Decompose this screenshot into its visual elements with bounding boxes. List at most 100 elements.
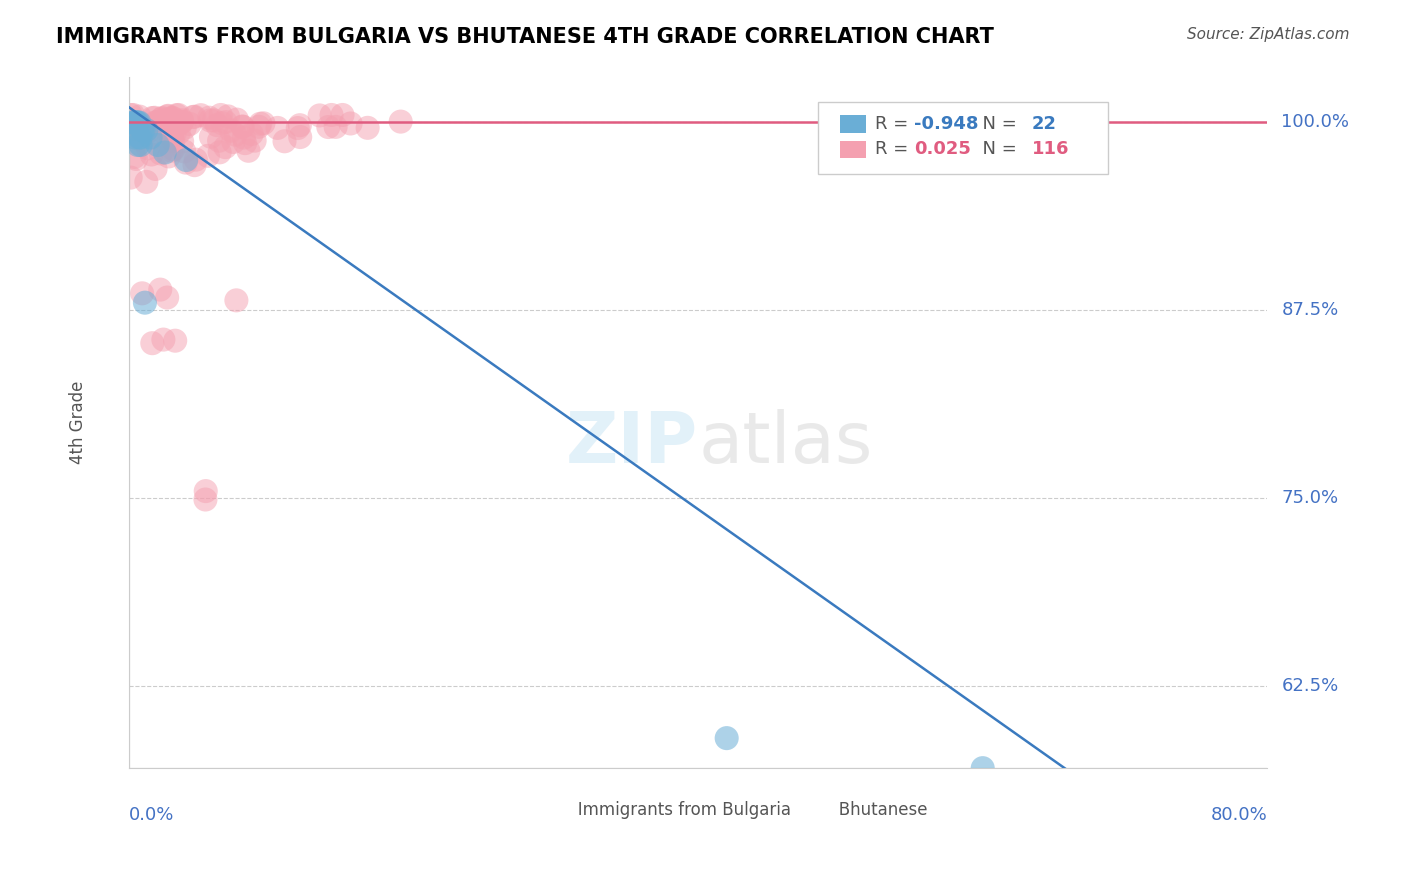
Text: 4th Grade: 4th Grade [69, 381, 87, 465]
Point [145, 161, 167, 176]
Point [222, 135, 245, 149]
Point [972, 761, 994, 775]
Point [217, 109, 239, 123]
Point [174, 155, 197, 169]
Text: Source: ZipAtlas.com: Source: ZipAtlas.com [1187, 27, 1350, 42]
Point [170, 113, 193, 128]
Point [197, 149, 219, 163]
Point [150, 112, 173, 126]
Point [179, 117, 201, 131]
Point [141, 336, 163, 351]
Point [120, 108, 142, 122]
Point [125, 152, 148, 166]
Point [167, 108, 190, 122]
Point [162, 123, 184, 137]
Point [219, 124, 242, 138]
Point [162, 142, 184, 156]
Text: N =: N = [972, 115, 1022, 133]
Point [128, 130, 150, 145]
Point [152, 333, 174, 347]
Text: 100.0%: 100.0% [1281, 113, 1350, 131]
Point [174, 153, 197, 167]
Point [121, 127, 143, 141]
Point [124, 130, 146, 145]
Text: 116: 116 [1032, 139, 1069, 158]
Point [172, 135, 194, 149]
Point [122, 115, 145, 129]
Point [156, 112, 179, 127]
Point [124, 115, 146, 129]
Point [135, 123, 157, 137]
Point [231, 120, 253, 134]
FancyBboxPatch shape [818, 102, 1108, 174]
Point [153, 145, 176, 160]
Point [233, 136, 256, 150]
Point [143, 111, 166, 125]
Point [238, 144, 260, 158]
Point [211, 116, 233, 130]
Point [146, 115, 169, 129]
Point [194, 484, 217, 499]
Point [122, 116, 145, 130]
Point [325, 120, 347, 134]
Point [129, 130, 152, 145]
Point [224, 128, 246, 142]
Point [163, 117, 186, 131]
Point [266, 120, 288, 135]
Point [200, 129, 222, 144]
Point [146, 138, 169, 153]
Point [273, 134, 295, 148]
Point [162, 112, 184, 126]
Point [208, 134, 231, 148]
Point [205, 118, 228, 132]
Text: Immigrants from Bulgaria: Immigrants from Bulgaria [561, 801, 790, 819]
Point [232, 120, 254, 134]
Point [124, 125, 146, 139]
Point [141, 147, 163, 161]
Point [252, 116, 274, 130]
Point [167, 126, 190, 140]
Point [122, 108, 145, 122]
Point [318, 120, 340, 134]
Point [132, 123, 155, 137]
Point [184, 153, 207, 167]
Text: Bhutanese: Bhutanese [824, 801, 928, 819]
Point [243, 134, 266, 148]
Point [183, 110, 205, 124]
FancyBboxPatch shape [841, 141, 866, 158]
Point [120, 129, 142, 144]
Point [287, 121, 309, 136]
Point [190, 108, 212, 122]
Point [125, 115, 148, 129]
FancyBboxPatch shape [544, 799, 568, 820]
Point [202, 113, 225, 128]
Point [127, 115, 149, 129]
Point [122, 121, 145, 136]
Point [128, 119, 150, 133]
Point [127, 138, 149, 153]
Point [121, 115, 143, 129]
Text: 0.0%: 0.0% [129, 805, 174, 823]
Point [135, 175, 157, 189]
Point [145, 115, 167, 129]
Point [128, 117, 150, 131]
Point [145, 115, 167, 129]
Point [249, 117, 271, 131]
Text: -0.948: -0.948 [914, 115, 979, 133]
Text: 75.0%: 75.0% [1281, 489, 1339, 507]
Text: 22: 22 [1032, 115, 1057, 133]
Point [308, 108, 330, 122]
Point [142, 131, 165, 145]
Point [339, 116, 361, 130]
Point [716, 731, 738, 745]
Point [290, 130, 312, 145]
Point [160, 111, 183, 125]
Point [150, 117, 173, 131]
Text: 0.025: 0.025 [914, 139, 972, 158]
Text: ZIP: ZIP [567, 409, 699, 478]
Point [173, 120, 195, 135]
Point [165, 334, 187, 348]
Point [170, 115, 193, 129]
Point [139, 130, 162, 145]
Point [157, 149, 180, 163]
